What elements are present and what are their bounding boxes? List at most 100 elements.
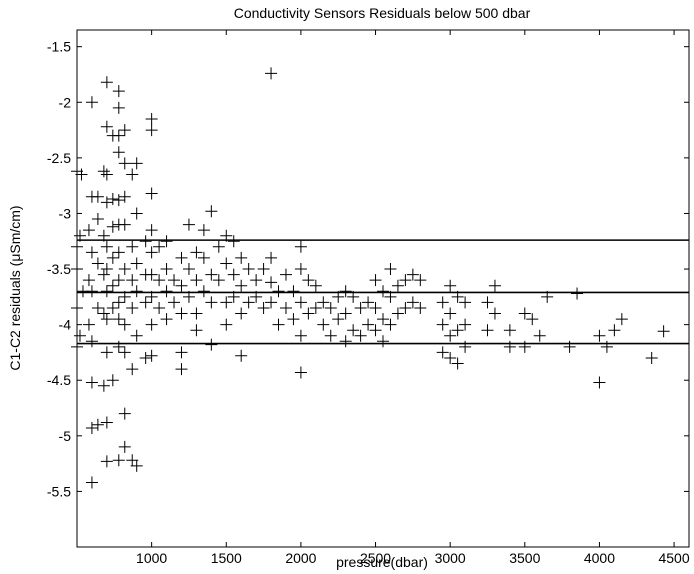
data-point	[190, 246, 203, 259]
data-point	[197, 251, 210, 264]
data-point	[220, 318, 233, 331]
data-point	[377, 335, 389, 348]
data-point	[459, 340, 472, 353]
data-point	[362, 296, 375, 309]
data-point	[160, 263, 173, 276]
data-point	[414, 301, 427, 314]
data-point	[112, 340, 125, 353]
x-tick-label: 4500	[658, 550, 689, 566]
data-point	[533, 329, 546, 342]
data-point	[118, 218, 131, 231]
data-point	[317, 296, 330, 309]
data-point	[235, 349, 248, 362]
data-markers	[71, 67, 670, 489]
data-point	[615, 313, 628, 326]
data-point	[100, 455, 113, 468]
data-point	[354, 301, 367, 314]
data-point	[481, 296, 494, 309]
x-axis: 1000 1500 2000 2500 3000 3500 4000 4500	[136, 30, 690, 566]
data-point	[91, 301, 104, 314]
data-point	[444, 279, 457, 292]
data-point	[100, 313, 113, 326]
data-point	[97, 268, 110, 281]
data-point	[100, 76, 113, 89]
data-point	[309, 279, 322, 292]
data-point	[100, 120, 113, 133]
data-point	[175, 307, 188, 320]
data-point	[377, 285, 389, 298]
data-point	[272, 318, 285, 331]
data-point	[160, 313, 173, 326]
data-point	[145, 187, 158, 200]
data-point	[212, 240, 225, 253]
data-point	[436, 318, 449, 331]
data-point	[130, 285, 143, 298]
data-point	[369, 324, 382, 337]
data-point	[205, 205, 218, 218]
data-point	[205, 268, 218, 281]
data-point	[85, 376, 98, 389]
data-point	[145, 124, 158, 137]
data-point	[145, 318, 158, 331]
data-point	[130, 257, 143, 270]
data-point	[518, 307, 531, 320]
data-point	[645, 351, 658, 364]
data-point	[153, 240, 166, 253]
data-point	[250, 274, 263, 287]
data-point	[399, 301, 412, 314]
data-point	[85, 246, 98, 259]
data-point	[518, 340, 531, 353]
data-point	[175, 346, 188, 359]
data-point	[481, 324, 494, 337]
data-point	[488, 279, 501, 292]
reference-lines	[77, 239, 689, 345]
data-point	[220, 257, 233, 270]
data-point	[145, 246, 158, 259]
x-tick-label: 2000	[285, 550, 316, 566]
y-tick-label: -3	[59, 205, 72, 221]
data-point	[526, 313, 539, 326]
data-point	[112, 454, 125, 467]
data-point	[145, 268, 158, 281]
data-point	[112, 296, 125, 309]
data-point	[227, 268, 240, 281]
data-point	[451, 324, 464, 337]
data-point	[139, 351, 152, 364]
x-tick-label: 4000	[584, 550, 615, 566]
data-point	[600, 340, 613, 353]
data-point	[608, 324, 621, 337]
data-point	[369, 301, 382, 314]
data-point	[332, 313, 345, 326]
data-point	[168, 274, 181, 287]
data-point	[112, 101, 125, 114]
data-point	[97, 307, 110, 320]
data-point	[391, 279, 404, 292]
data-point	[436, 346, 449, 359]
data-point	[657, 325, 670, 338]
data-point	[106, 192, 119, 205]
data-point	[91, 213, 104, 226]
data-point	[126, 240, 139, 253]
data-point	[85, 476, 98, 489]
data-point	[100, 285, 113, 298]
data-point	[126, 274, 139, 287]
data-point	[82, 224, 95, 237]
data-point	[130, 157, 143, 170]
data-point	[235, 279, 248, 292]
data-point	[106, 374, 119, 387]
data-point	[227, 235, 240, 248]
data-point	[118, 157, 131, 170]
data-point	[153, 301, 166, 314]
data-point	[97, 165, 110, 178]
data-point	[118, 318, 131, 331]
y-tick-label: -3.5	[47, 261, 71, 277]
data-point	[85, 285, 98, 298]
data-point	[459, 318, 472, 331]
y-tick-label: -4	[59, 317, 72, 333]
data-point	[168, 296, 181, 309]
data-point	[339, 307, 352, 320]
data-point	[130, 329, 143, 342]
data-point	[118, 124, 131, 137]
data-point	[571, 287, 584, 300]
